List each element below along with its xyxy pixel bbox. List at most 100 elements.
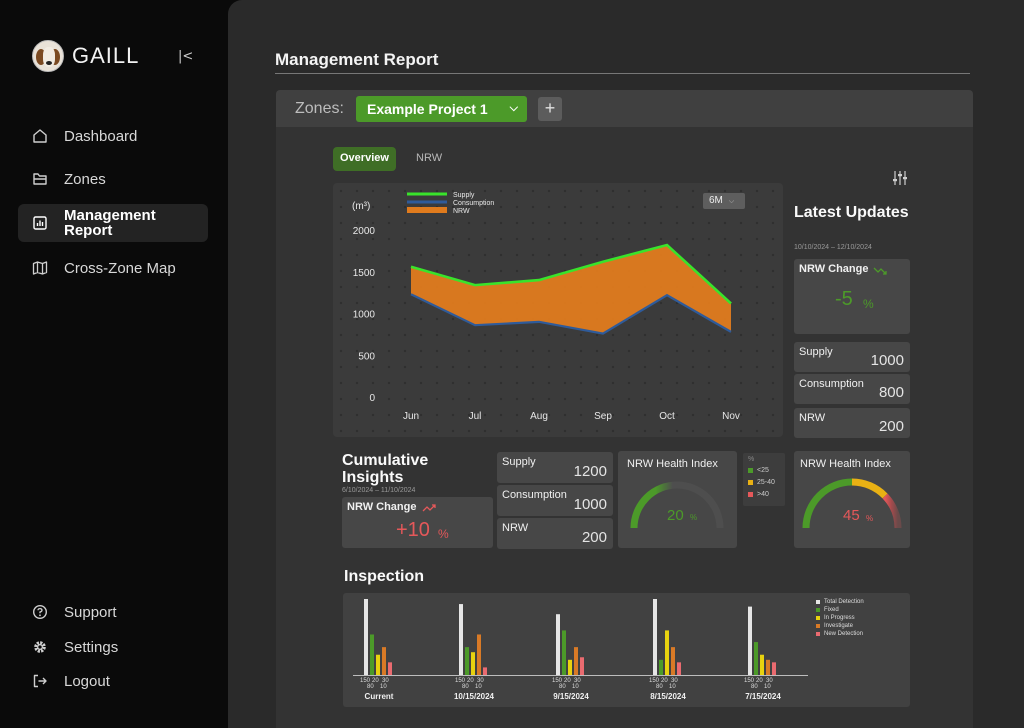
sidebar-item-zones[interactable]: Zones — [18, 169, 208, 189]
page-title: Management Report — [275, 50, 439, 69]
card-label: NRW Health Index — [800, 458, 891, 470]
help-circle-icon — [32, 604, 48, 620]
cumulative-nrw-card: NRW 200 — [497, 518, 613, 549]
card-label: NRW — [799, 412, 826, 424]
y-tick-label: 500 — [358, 351, 375, 362]
app-logo[interactable]: GAILL — [32, 40, 139, 72]
bar-tick-label: 30 — [671, 678, 678, 684]
y-tick-label: 1000 — [353, 310, 376, 321]
bar-tick-label: 150 — [360, 678, 371, 684]
bar-tick-label: 10 — [764, 684, 771, 690]
sidebar-item-logout[interactable]: Logout — [18, 671, 208, 691]
zones-bar: Zones: Example Project 1 ⌵ + — [276, 90, 973, 127]
inspection-bar — [653, 599, 657, 675]
bar-tick-label: 150 — [744, 678, 755, 684]
inspection-bar — [580, 657, 584, 675]
supply-line — [410, 243, 732, 305]
cumulative-nrw-change-unit: % — [438, 527, 449, 541]
sidebar-item-dashboard[interactable]: Dashboard — [18, 126, 208, 146]
sidebar-item-settings[interactable]: Settings — [18, 637, 208, 657]
zone-select[interactable]: Example Project 1 ⌵ — [356, 96, 527, 122]
logout-icon — [32, 673, 48, 689]
cumulative-consumption-card: Consumption 1000 — [497, 485, 613, 516]
card-label: NRW Health Index — [627, 458, 718, 470]
latest-health-unit: % — [866, 514, 874, 523]
health-legend-title: % — [748, 456, 755, 463]
legend-item: Fixed — [816, 606, 864, 614]
title-divider — [275, 73, 970, 74]
nrw-area-chart: 0 500 1000 1500 2000 (m³) Jun Jul Aug Sep Oct Nov Su… — [333, 183, 783, 437]
chevron-down-icon: ⌵ — [509, 102, 518, 114]
collapse-sidebar-icon[interactable]: |< — [178, 49, 194, 64]
legend-swatch — [407, 207, 447, 213]
folder-icon — [32, 171, 48, 187]
group-label: Current — [365, 692, 394, 701]
inspection-bar — [562, 630, 566, 675]
latest-updates-title: Latest Updates — [794, 204, 909, 221]
bar-tick-label: 20 — [564, 678, 571, 684]
card-value: 1000 — [573, 496, 607, 513]
home-icon — [32, 128, 48, 144]
inspection-bar — [382, 647, 386, 675]
chevron-down-icon: ⌵ — [728, 198, 735, 205]
legend-swatch — [816, 632, 820, 636]
legend-swatch — [816, 616, 820, 620]
legend-label: 25-40 — [757, 479, 775, 486]
legend-item: Total Detection — [816, 598, 864, 606]
legend-label: Consumption — [453, 200, 494, 207]
card-label: Consumption — [799, 378, 864, 390]
map-icon — [32, 260, 48, 276]
bar-tick-label: 20 — [372, 678, 379, 684]
sidebar-item-support[interactable]: Support — [18, 602, 208, 622]
latest-nrw-card: NRW 200 — [794, 408, 910, 438]
sidebar-item-management-report[interactable]: Management Report — [18, 204, 208, 242]
inspection-bar — [671, 647, 675, 675]
legend-swatch — [407, 192, 447, 196]
legend-label: In Progress — [824, 615, 855, 621]
cumulative-health-card: NRW Health Index 20 % — [618, 451, 737, 548]
range-select-value: 6M — [709, 195, 723, 206]
inspection-bar — [748, 606, 752, 675]
inspection-bar — [364, 599, 368, 675]
y-axis-label: (m³) — [352, 201, 370, 212]
bar-tick-label: 10 — [669, 684, 676, 690]
x-tick-label: Jul — [469, 411, 482, 422]
latest-consumption-card: Consumption 800 — [794, 374, 910, 404]
tab-overview[interactable]: Overview — [333, 147, 396, 171]
card-value: 800 — [878, 384, 904, 401]
bar-tick-label: 150 — [649, 678, 660, 684]
cumulative-dates: 6/10/2024 – 11/10/2024 — [342, 487, 416, 494]
legend-label: Supply — [453, 192, 475, 199]
inspection-bar — [376, 654, 380, 675]
inspection-bar — [459, 604, 463, 675]
sidebar-item-cross-zone-map[interactable]: Cross-Zone Map — [18, 258, 208, 278]
legend-swatch — [748, 480, 753, 485]
card-label: Supply — [502, 456, 536, 468]
cumulative-nrw-change-value: +10 — [396, 519, 430, 541]
sidebar-item-label: Management Report — [64, 207, 156, 239]
inspection-bar — [772, 662, 776, 675]
health-legend-item: <25 — [748, 467, 769, 474]
card-value: 200 — [878, 418, 904, 435]
x-tick-label: Aug — [530, 411, 548, 422]
sidebar-item-label: Logout — [64, 672, 110, 690]
bar-tick-label: 10 — [572, 684, 579, 690]
card-value: 200 — [581, 529, 607, 546]
add-zone-button[interactable]: + — [538, 97, 562, 121]
cumulative-insights-title: Cumulative Insights — [342, 452, 429, 486]
tab-nrw[interactable]: NRW — [416, 152, 443, 164]
bar-tick-label: 10 — [475, 684, 482, 690]
zones-label: Zones: — [295, 100, 344, 117]
inspection-bar — [766, 659, 770, 675]
nrw-area — [411, 245, 731, 334]
cumulative-nrw-change-card: NRW Change +10 % — [342, 497, 493, 548]
range-select[interactable]: 6M ⌵ — [703, 193, 745, 209]
legend-label: Investigate — [824, 623, 854, 629]
inspection-bar — [574, 647, 578, 675]
legend-swatch — [816, 608, 820, 612]
sidebar-item-label: Support — [64, 603, 117, 621]
card-label: Supply — [799, 346, 833, 358]
sliders-icon[interactable] — [892, 171, 908, 190]
health-legend-item: >40 — [748, 491, 769, 498]
